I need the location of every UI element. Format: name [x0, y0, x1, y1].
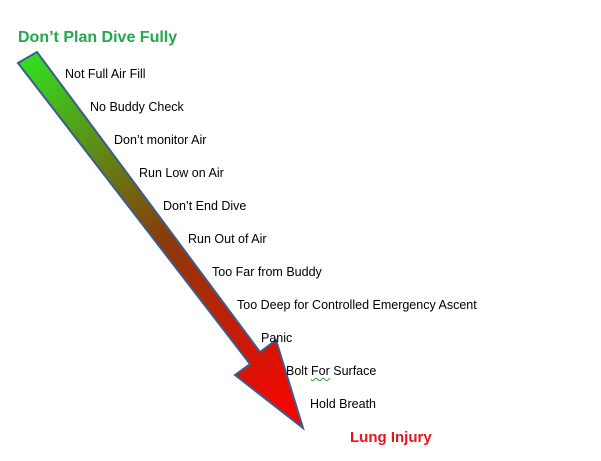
step-label: Run Low on Air — [139, 166, 224, 180]
step-label: Panic — [261, 331, 293, 345]
start-label: Don’t Plan Dive Fully — [18, 29, 178, 46]
step-label: Don’t End Dive — [163, 199, 247, 213]
step-label: Bolt For Surface — [286, 364, 377, 378]
step-label: Too Far from Buddy — [212, 265, 322, 279]
step-label: Don’t monitor Air — [114, 133, 207, 147]
step-label: Run Out of Air — [188, 232, 267, 246]
step-label: Hold Breath — [310, 397, 377, 411]
end-label: Lung Injury — [350, 429, 432, 446]
step-label: No Buddy Check — [90, 100, 184, 114]
down-right-arrow-shape — [16, 50, 305, 431]
step-label: Too Deep for Controlled Emergency Ascent — [237, 298, 477, 312]
step-label: Not Full Air Fill — [65, 67, 146, 81]
